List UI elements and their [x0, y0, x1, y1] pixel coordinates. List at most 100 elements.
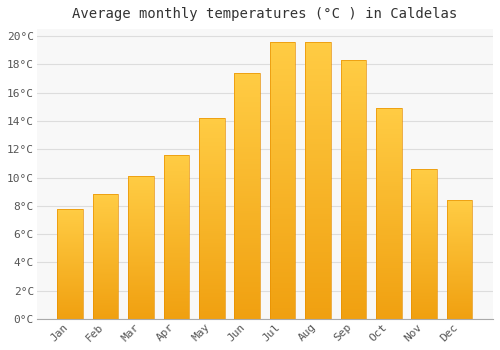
Bar: [305, 316, 330, 319]
Bar: [58, 272, 83, 273]
Bar: [447, 200, 472, 319]
Bar: [412, 220, 437, 222]
Bar: [305, 128, 330, 131]
Bar: [128, 193, 154, 195]
Bar: [164, 156, 189, 158]
Bar: [93, 265, 118, 267]
Bar: [164, 160, 189, 161]
Bar: [305, 64, 330, 67]
Bar: [199, 217, 224, 218]
Bar: [199, 126, 224, 128]
Bar: [447, 210, 472, 211]
Bar: [376, 167, 402, 169]
Bar: [447, 224, 472, 225]
Bar: [234, 220, 260, 223]
Bar: [270, 50, 295, 53]
Bar: [305, 97, 330, 100]
Bar: [305, 203, 330, 205]
Bar: [412, 247, 437, 248]
Bar: [376, 292, 402, 294]
Bar: [199, 130, 224, 132]
Bar: [164, 206, 189, 207]
Bar: [412, 228, 437, 229]
Bar: [376, 256, 402, 258]
Bar: [234, 280, 260, 282]
Bar: [412, 212, 437, 214]
Bar: [376, 205, 402, 207]
Bar: [447, 270, 472, 271]
Bar: [164, 173, 189, 175]
Bar: [199, 289, 224, 291]
Bar: [412, 237, 437, 238]
Bar: [199, 164, 224, 166]
Bar: [128, 255, 154, 256]
Bar: [447, 252, 472, 253]
Bar: [164, 302, 189, 304]
Bar: [340, 117, 366, 120]
Bar: [199, 215, 224, 217]
Bar: [234, 260, 260, 262]
Bar: [199, 223, 224, 225]
Bar: [234, 130, 260, 132]
Bar: [234, 297, 260, 299]
Bar: [128, 282, 154, 283]
Bar: [164, 245, 189, 247]
Bar: [305, 236, 330, 239]
Bar: [270, 208, 295, 211]
Bar: [93, 199, 118, 201]
Bar: [340, 303, 366, 306]
Bar: [199, 283, 224, 285]
Bar: [340, 172, 366, 174]
Bar: [447, 253, 472, 255]
Bar: [199, 279, 224, 281]
Bar: [305, 164, 330, 167]
Bar: [447, 257, 472, 258]
Bar: [270, 117, 295, 119]
Bar: [305, 252, 330, 255]
Bar: [199, 206, 224, 209]
Bar: [270, 78, 295, 80]
Bar: [199, 148, 224, 150]
Bar: [164, 280, 189, 281]
Bar: [234, 307, 260, 309]
Bar: [376, 230, 402, 232]
Bar: [58, 297, 83, 298]
Bar: [128, 183, 154, 185]
Bar: [93, 292, 118, 293]
Bar: [412, 243, 437, 244]
Bar: [376, 294, 402, 296]
Bar: [447, 236, 472, 237]
Bar: [93, 248, 118, 249]
Bar: [128, 210, 154, 212]
Bar: [376, 108, 402, 110]
Bar: [199, 262, 224, 265]
Bar: [412, 203, 437, 205]
Bar: [93, 289, 118, 290]
Bar: [447, 273, 472, 274]
Bar: [340, 200, 366, 202]
Bar: [340, 104, 366, 107]
Bar: [412, 229, 437, 230]
Bar: [128, 223, 154, 225]
Bar: [270, 280, 295, 283]
Bar: [412, 270, 437, 271]
Bar: [412, 196, 437, 197]
Bar: [305, 94, 330, 97]
Bar: [376, 108, 402, 319]
Bar: [340, 296, 366, 298]
Bar: [412, 186, 437, 187]
Bar: [58, 295, 83, 296]
Bar: [199, 275, 224, 277]
Bar: [199, 271, 224, 273]
Bar: [447, 275, 472, 276]
Bar: [199, 118, 224, 120]
Bar: [340, 148, 366, 151]
Bar: [376, 125, 402, 127]
Bar: [199, 267, 224, 269]
Bar: [270, 228, 295, 230]
Bar: [234, 73, 260, 75]
Bar: [93, 283, 118, 284]
Bar: [447, 231, 472, 232]
Bar: [270, 205, 295, 208]
Bar: [270, 239, 295, 241]
